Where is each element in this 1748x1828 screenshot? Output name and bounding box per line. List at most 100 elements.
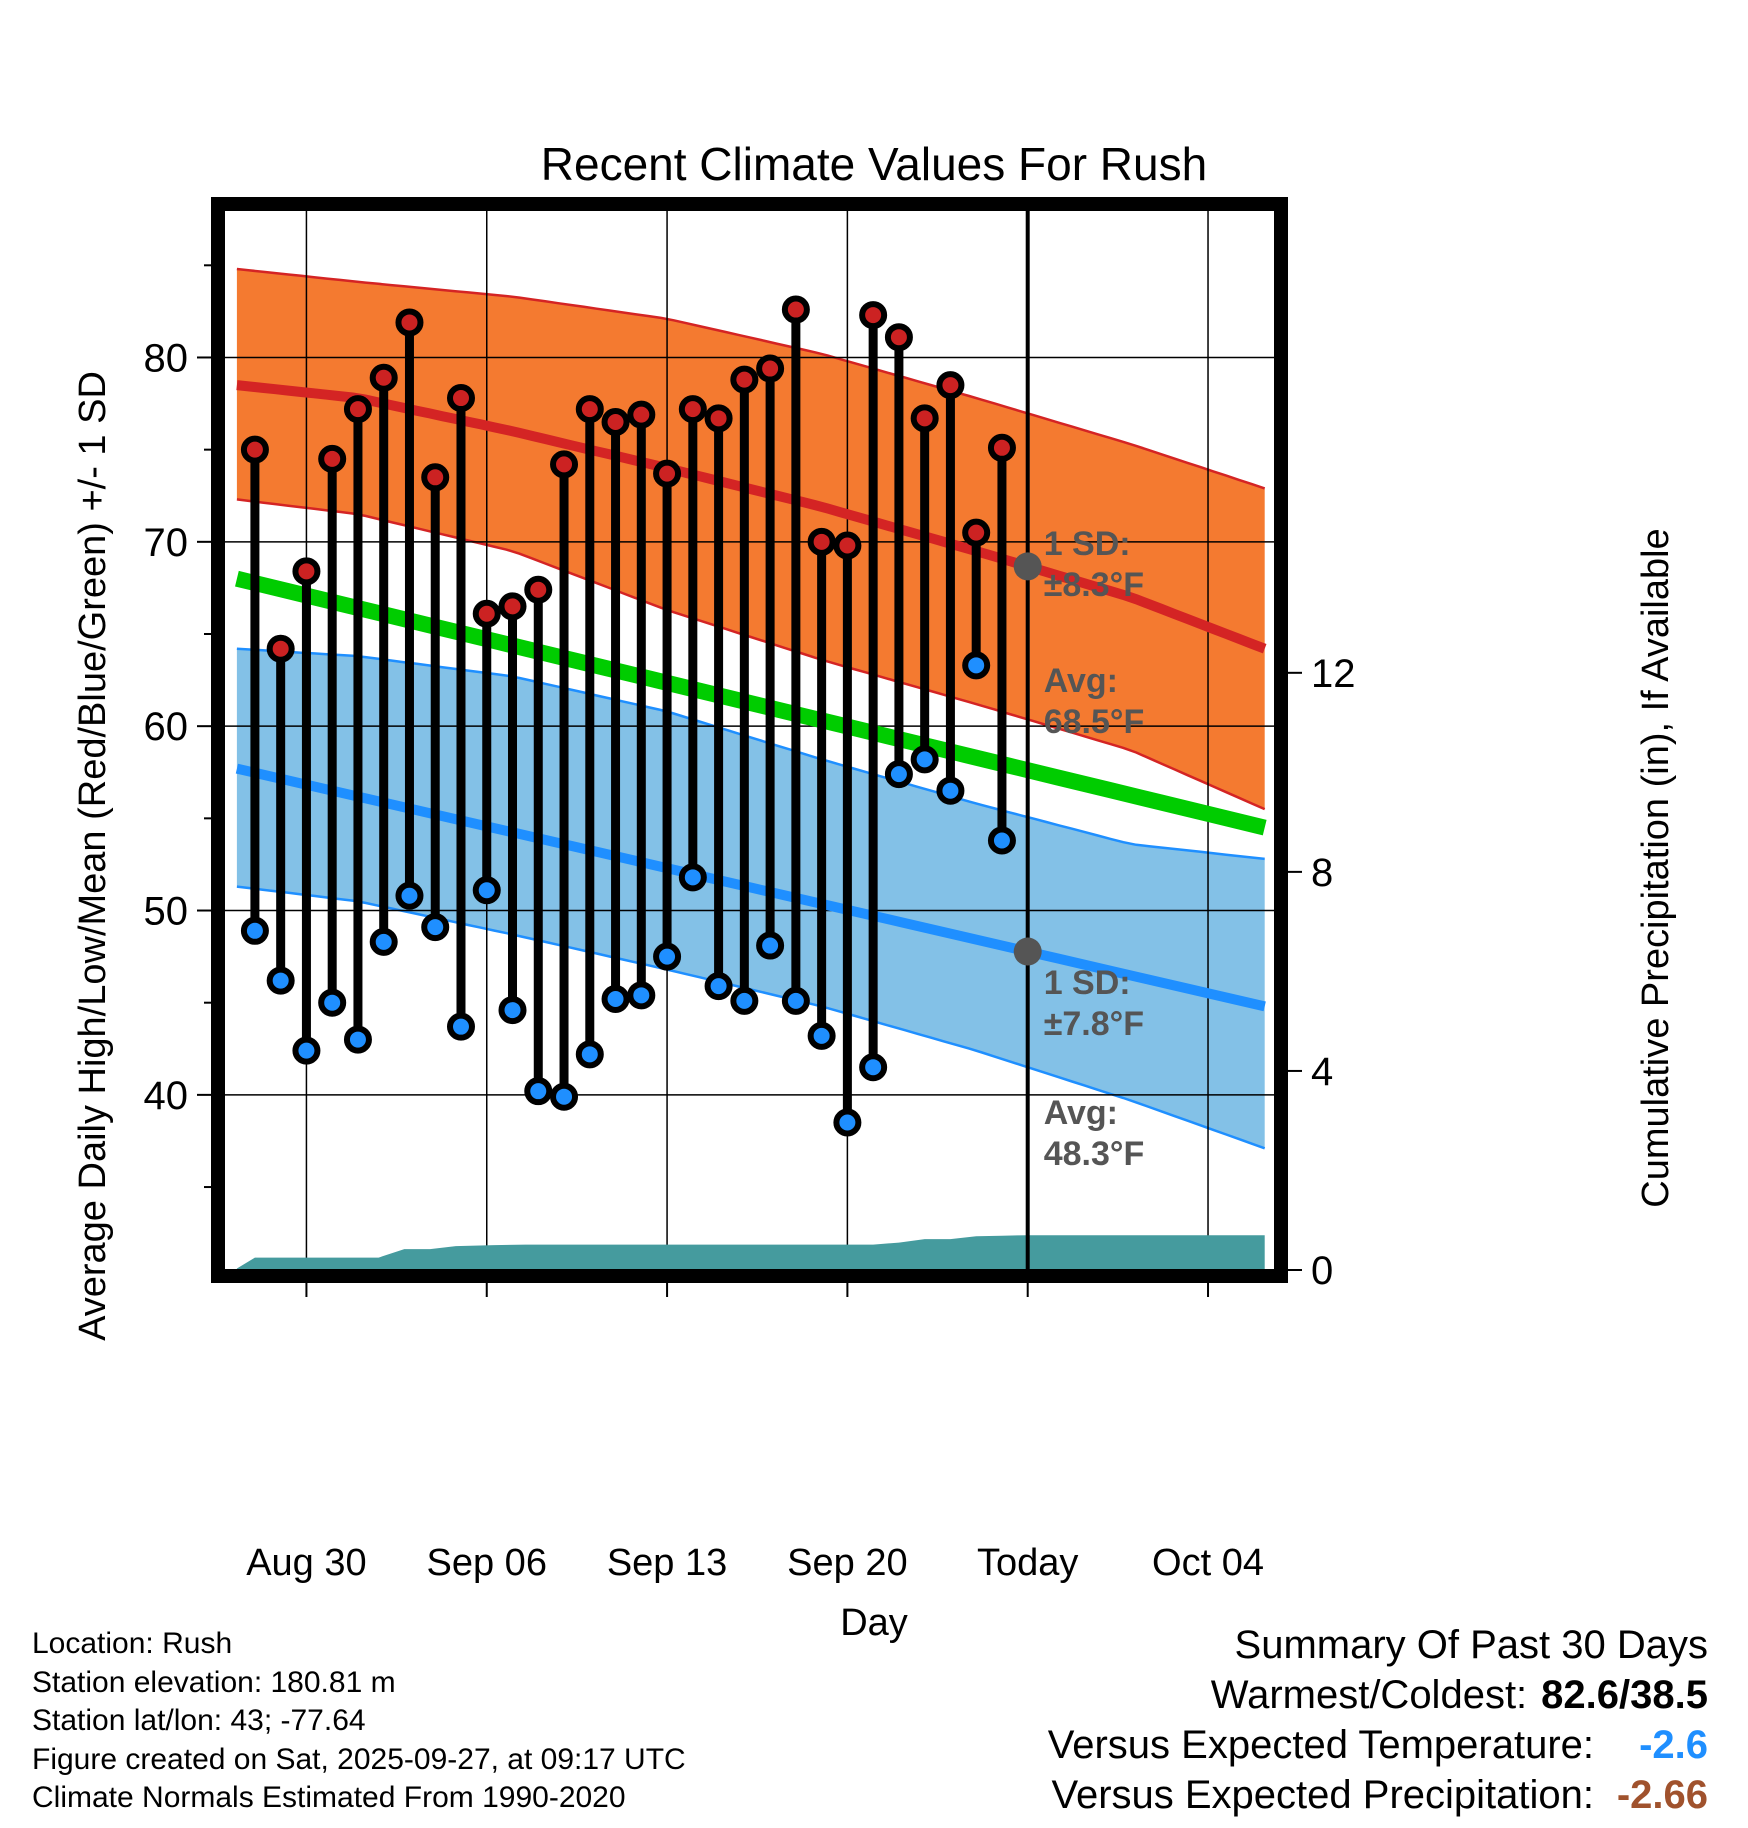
high-temp-point [524, 575, 553, 604]
low-temp-point [859, 1053, 888, 1082]
y2-tick-label: 0 [1311, 1249, 1333, 1293]
high-temp-point [910, 404, 939, 433]
high-temp-point [756, 354, 785, 383]
low-temp-point [910, 745, 939, 774]
high-temp-point [498, 592, 527, 621]
high-temp-point [987, 433, 1016, 462]
high-sd-value: ±8.3°F [1044, 566, 1144, 604]
normals-text: Climate Normals Estimated From 1990-2020 [32, 1781, 626, 1814]
high-temp-point [962, 518, 991, 547]
y2-tick-label: 12 [1311, 652, 1356, 696]
low-temp-point [730, 986, 759, 1015]
today-normal-high-point [1013, 552, 1042, 581]
latlon-text: Station lat/lon: 43; -77.64 [32, 1704, 366, 1737]
low-temp-point [240, 916, 269, 945]
location-text: Location: Rush [32, 1627, 233, 1660]
low-temp-point [987, 826, 1016, 855]
low-temp-point [833, 1108, 862, 1137]
temp-label: Versus Expected Temperature: [1047, 1723, 1594, 1767]
temp-row: Versus Expected Temperature: -2.6 [1048, 1720, 1708, 1770]
low-temp-point [653, 942, 682, 971]
high-temp-point [472, 599, 501, 628]
high-temp-point [936, 371, 965, 400]
low-temp-point [601, 985, 630, 1014]
high-temp-point [601, 408, 630, 436]
x-tick-label: Sep 13 [607, 1542, 727, 1584]
low-temp-point [756, 931, 785, 960]
low-avg-label: Avg: [1044, 1094, 1118, 1132]
high-temp-point [833, 531, 862, 560]
y-tick-label: 60 [144, 705, 189, 749]
high-temp-point [730, 365, 759, 394]
low-temp-point [472, 876, 501, 905]
summary-title: Summary Of Past 30 Days [1234, 1623, 1708, 1667]
high-temp-point [859, 301, 888, 330]
high-temp-point [395, 308, 424, 337]
low-temp-point [369, 927, 398, 956]
warmest-label: Warmest/Coldest: [1210, 1673, 1528, 1717]
low-sd-value: ±7.8°F [1044, 1005, 1144, 1043]
low-temp-point [884, 760, 913, 789]
low-temp-point [936, 776, 965, 805]
y-tick-label: 40 [144, 1074, 189, 1118]
y-tick-label: 50 [144, 890, 189, 934]
x-tick-label: Aug 30 [246, 1542, 366, 1584]
y-tick-label: 70 [144, 521, 189, 565]
low-temp-point [498, 996, 527, 1025]
high-temp-point [653, 459, 682, 488]
high-temp-point [343, 395, 372, 424]
y2-tick-label: 4 [1311, 1050, 1333, 1094]
low-temp-point [627, 981, 656, 1010]
days-count-label: 30 [1040, 1371, 1080, 1412]
x-tick-label: Sep 06 [427, 1542, 547, 1584]
high-temp-point [884, 323, 913, 352]
high-temp-point [421, 463, 450, 492]
high-temp-point [575, 395, 604, 424]
warmest-value: 82.6/38.5 [1541, 1673, 1708, 1717]
high-avg-label: Avg: [1044, 662, 1118, 700]
high-sd-band-fill [236, 269, 1265, 810]
created-text: Figure created on Sat, 2025-09-27, at 09… [32, 1742, 686, 1776]
low-temp-point [318, 988, 347, 1017]
x-axis-label: Day [840, 1602, 908, 1644]
low-temp-point [704, 972, 733, 1001]
low-temp-point [524, 1077, 553, 1106]
high-temp-point [292, 557, 321, 586]
low-temp-point [807, 1021, 836, 1050]
low-temp-point [292, 1036, 321, 1065]
high-sd-label: 1 SD: [1044, 525, 1131, 563]
low-temp-point [575, 1040, 604, 1069]
low-temp-point [678, 863, 707, 892]
y-tick-label: 80 [144, 336, 189, 380]
high-temp-point [369, 363, 398, 392]
high-temp-point [550, 450, 579, 479]
plot-frame [211, 197, 1288, 1283]
high-temp-point [318, 444, 347, 473]
warmest-row: Warmest/Coldest: 82.6/38.5 [1048, 1670, 1708, 1720]
high-temp-point [807, 527, 836, 556]
high-temp-point [704, 404, 733, 433]
x-tick-label: Today [977, 1542, 1078, 1584]
today-normal-low-point [1013, 937, 1042, 966]
precip-label: Versus Expected Precipitation: [1051, 1773, 1594, 1817]
low-avg-value: 48.3°F [1044, 1135, 1145, 1173]
high-temp-point [266, 634, 295, 663]
y-axis-label: Average Daily High/Low/Mean (Red/Blue/Gr… [72, 371, 114, 1341]
low-temp-point [343, 1025, 372, 1054]
high-sd-band-upper-edge [236, 267, 1266, 490]
low-sd-band-fill [236, 648, 1265, 1149]
low-temp-point [962, 651, 991, 680]
summary-panel: Summary Of Past 30 Days Warmest/Coldest:… [1048, 1620, 1708, 1820]
high-avg-value: 68.5°F [1044, 703, 1145, 741]
low-temp-point [550, 1082, 579, 1111]
high-temp-point [678, 395, 707, 424]
precip-value: -2.66 [1616, 1773, 1708, 1817]
low-sd-label: 1 SD: [1044, 964, 1131, 1002]
y2-tick-label: 8 [1311, 851, 1333, 895]
low-temp-point [421, 913, 450, 942]
chart-title: Recent Climate Values For Rush [541, 138, 1207, 190]
x-tick-label: Sep 20 [787, 1542, 907, 1584]
high-temp-point [446, 384, 475, 413]
